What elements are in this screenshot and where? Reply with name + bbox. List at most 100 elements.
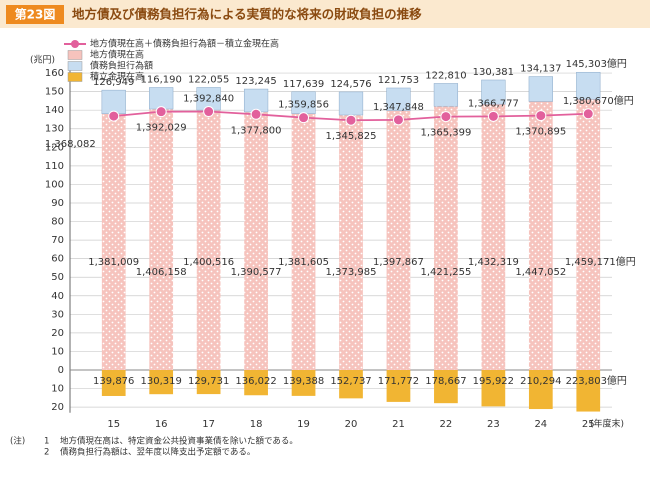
line-marker [440,111,452,123]
bar-pattern [386,110,411,371]
y-tick-label: 110 [45,161,64,172]
note-text: 債務負担行為額は、翌年度以降支出予定額である。 [60,447,255,458]
line-marker [392,114,404,126]
line-marker [108,110,120,122]
value-label: 1,400,516 [183,257,234,268]
y-tick-label: 130 [45,124,64,135]
value-label: 1,406,158 [136,267,187,278]
bar-pattern [434,106,458,371]
y-tick-label: 50 [51,272,64,283]
bar [101,89,126,114]
value-label: 1,421,255 [420,267,471,278]
figure-label: 第23図 [15,7,56,22]
value-label: 139,876 [93,376,134,387]
legend-marker [71,40,79,48]
value-label: 130,381 [473,67,514,78]
bar-pattern [149,109,174,371]
bar [576,370,601,412]
value-label: 1,365,399 [420,128,471,139]
y-tick-label: 10 [51,346,64,357]
line-marker [298,112,310,124]
value-label: 126,949 [93,77,134,88]
y-tick-label: 100 [45,179,64,190]
value-label: 152,737 [330,376,371,387]
x-tick-label: 20 [345,419,358,430]
line-marker [345,114,357,126]
bar-pattern [291,113,316,371]
bar [243,88,269,113]
value-label: 1,345,825 [326,131,377,142]
x-tick-label: 15 [107,419,120,430]
y-tick-label: 140 [45,105,64,116]
value-label: 122,055 [188,74,229,85]
bar [481,79,506,105]
bar [481,370,506,407]
bar [528,370,553,410]
value-label: 139,388 [283,376,324,387]
x-unit: (年度末) [590,418,624,430]
y-tick-label: 80 [51,217,64,228]
value-label: 121,753 [378,75,419,86]
bar [291,370,316,396]
bar [339,370,363,399]
value-label: 117,639 [283,79,324,90]
legend-label: 債務負担行為額 [90,60,153,72]
bar [149,87,174,110]
value-label: 171,772 [378,376,419,387]
value-label: 1,381,009 [88,257,139,268]
bar [386,370,411,402]
y-tick-label: 150 [45,87,64,98]
note-number: 2 [44,448,49,458]
value-label: 195,922 [473,376,514,387]
x-tick-label: 25 [582,419,595,430]
y-tick-label: 70 [51,235,64,246]
y-unit: (兆円) [30,55,55,66]
value-label: 1,392,840 [183,94,234,105]
bar-pattern [339,115,363,371]
x-tick-label: 19 [297,419,310,430]
x-tick-label: 18 [250,419,263,430]
bar [434,370,458,404]
line-marker [250,108,262,120]
value-label: 134,137 [520,64,561,75]
bar-pattern [576,99,601,371]
value-label: 1,432,319 [468,257,519,268]
value-label: 1,347,848 [373,102,424,113]
value-label: 1,359,856 [278,100,329,111]
bar [433,83,459,107]
legend-label: 地方債現在高 [90,49,144,61]
chart-title: 地方債及び債務負担行為による実質的な将来の財政負担の推移 [72,7,422,22]
x-tick-label: 16 [155,419,168,430]
bar-pattern [528,101,553,371]
bar [338,91,364,116]
y-tick-label: 20 [51,328,64,339]
legend-swatch [67,50,83,60]
bar [149,370,174,395]
header-band [0,0,650,28]
bar [576,71,601,100]
value-label: 1,368,082 [45,139,96,150]
legend-label: 積立金現在高 [90,71,144,83]
y-tick-label: 160 [45,68,64,79]
value-label: 130,319 [141,376,182,387]
value-label: 129,731 [188,376,229,387]
value-label: 1,373,985 [326,267,377,278]
bar-pattern [101,113,126,371]
bar [386,87,411,111]
line-marker [155,106,167,118]
line-marker [487,110,499,122]
x-tick-label: 24 [534,419,547,430]
bar-pattern [196,110,221,371]
value-label: 178,667 [425,376,466,387]
y-tick-label: 0 [58,365,64,376]
value-label: 1,380,670億円 [563,94,634,107]
note-number: 1 [44,437,49,447]
bar [244,370,268,396]
legend-label: 地方債現在高＋債務負担行為額－積立金現在高 [90,38,279,50]
value-label: 116,190 [141,74,182,85]
legend-swatch [67,72,83,82]
bar [196,370,221,395]
note-mark: (注) [10,436,25,447]
value-label: 210,294 [520,376,561,387]
